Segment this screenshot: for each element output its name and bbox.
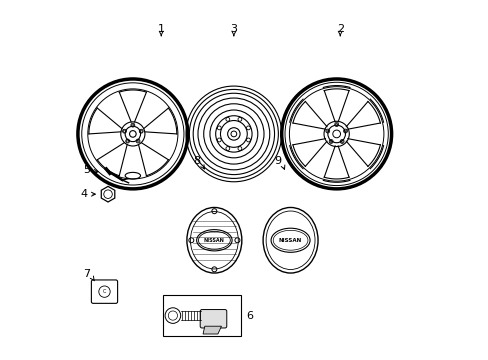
Text: 2: 2 (336, 24, 343, 34)
Text: 3: 3 (230, 24, 237, 34)
Text: 7: 7 (83, 269, 90, 279)
Polygon shape (203, 326, 221, 334)
Bar (163, 295, 241, 336)
Ellipse shape (196, 230, 232, 251)
Ellipse shape (270, 228, 309, 252)
Text: NISSAN: NISSAN (278, 238, 302, 243)
FancyBboxPatch shape (200, 310, 226, 328)
Text: 6: 6 (246, 311, 253, 320)
Text: 1: 1 (158, 24, 164, 34)
Text: 5: 5 (83, 166, 90, 175)
Text: NISSAN: NISSAN (203, 238, 224, 243)
Text: C: C (102, 289, 106, 294)
Text: 9: 9 (274, 156, 281, 166)
Text: 8: 8 (193, 156, 200, 166)
Text: 4: 4 (80, 189, 87, 199)
